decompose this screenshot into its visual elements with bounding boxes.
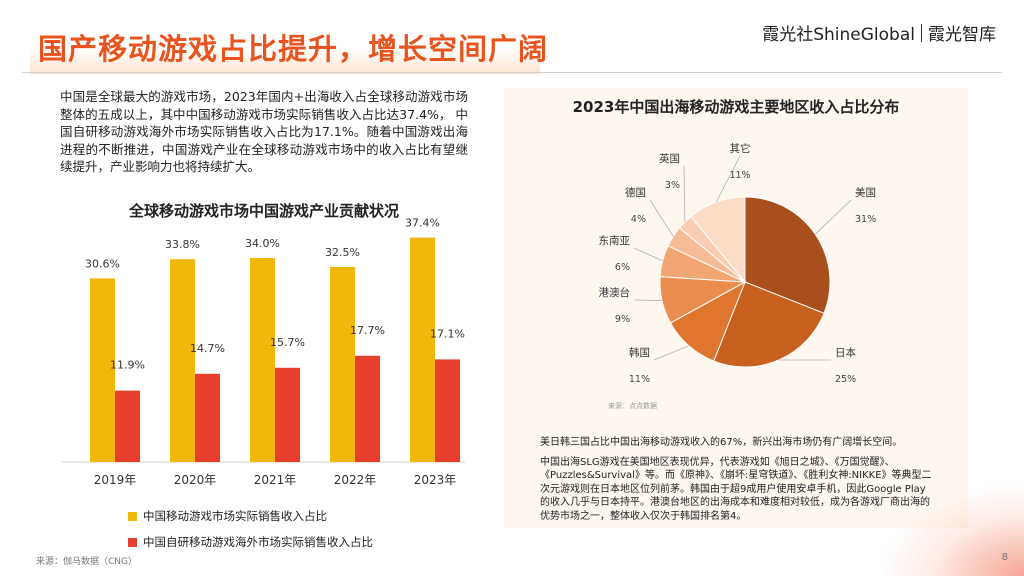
- header-divider: [22, 72, 1002, 73]
- bar-data-label: 37.4%: [405, 217, 440, 230]
- pie-leader-line: [683, 165, 686, 222]
- legend-label-overseas: 中国自研移动游戏海外市场实际销售收入占比: [143, 535, 373, 549]
- pie-leader-line: [653, 345, 689, 361]
- legend-swatch-overseas: [128, 537, 137, 547]
- page-title: 国产移动游戏占比提升，增长空间广阔: [38, 32, 549, 66]
- x-tick-label: 2023年: [414, 473, 457, 487]
- legend-item-domestic: 中国移动游戏市场实际销售收入占比: [128, 508, 327, 524]
- bar-data-label: 15.7%: [270, 336, 305, 349]
- bar-data-label: 30.6%: [85, 257, 120, 270]
- x-tick-label: 2020年: [174, 473, 217, 487]
- bar-overseas: [435, 359, 460, 462]
- bar-domestic: [170, 259, 195, 462]
- pie-slice-label: 日本: [835, 346, 856, 359]
- brand-divider: [921, 23, 922, 42]
- pie-notes: 美日韩三国占比中国出海移动游戏收入的67%，新兴出海市场仍有广阔增长空间。 中国…: [540, 436, 932, 529]
- footer-source: 来源：伽马数据（CNG）: [36, 557, 137, 567]
- corner-decoration: [884, 486, 1024, 576]
- bar-overseas: [275, 367, 300, 462]
- pie-slice-label: 港澳台: [599, 286, 631, 299]
- bar-domestic: [410, 237, 435, 462]
- bar-overseas: [195, 373, 220, 462]
- notes-detail: 中国出海SLG游戏在美国地区表现优异，代表游戏如《旭日之城》、《万国觉醒》、《P…: [540, 456, 932, 522]
- bar-domestic: [90, 278, 115, 462]
- x-tick-label: 2022年: [334, 473, 377, 487]
- pie-slice-label: 德国: [625, 186, 646, 199]
- pie-value-label: 9%: [615, 314, 630, 325]
- legend-swatch-domestic: [128, 511, 137, 521]
- bar-data-label: 17.7%: [350, 324, 385, 337]
- pie-source: 来源：点点数据: [608, 402, 657, 410]
- pie-slice-label: 东南亚: [599, 234, 631, 247]
- pie-slice-label: 韩国: [629, 346, 650, 359]
- legend-label-domestic: 中国移动游戏市场实际销售收入占比: [143, 509, 327, 523]
- bar-domestic: [250, 258, 275, 462]
- pie-value-label: 25%: [835, 374, 856, 385]
- title-highlight: [30, 26, 540, 74]
- bar-data-label: 11.9%: [110, 359, 145, 372]
- pie-value-label: 6%: [615, 262, 630, 273]
- pie-slice-label: 英国: [659, 152, 680, 165]
- pie-value-label: 11%: [729, 170, 750, 181]
- bar-data-label: 17.1%: [430, 327, 465, 340]
- bar-overseas: [355, 355, 380, 462]
- pie-leader-line: [633, 247, 663, 262]
- pie-leader-line: [715, 155, 741, 203]
- pie-leader-line: [649, 199, 674, 237]
- bar-data-label: 14.7%: [190, 342, 225, 355]
- legend-item-overseas: 中国自研移动游戏海外市场实际销售收入占比: [128, 534, 373, 550]
- pie-value-label: 11%: [629, 374, 650, 385]
- x-tick-label: 2019年: [94, 473, 137, 487]
- bar-data-label: 33.8%: [165, 238, 200, 251]
- bar-domestic: [330, 267, 355, 462]
- brand-shineglobal: 霞光社ShineGlobal: [762, 25, 915, 45]
- pie-leader-line: [633, 299, 663, 301]
- pie-value-label: 31%: [855, 214, 876, 225]
- pie-slice-label: 美国: [855, 186, 876, 199]
- pie-slice: [713, 281, 825, 368]
- page-number: 8: [1001, 552, 1008, 563]
- intro-paragraph: 中国是全球最大的游戏市场，2023年国内+出海收入占全球移动游戏市场整体的五成以…: [60, 89, 468, 174]
- bar-data-label: 34.0%: [245, 237, 280, 250]
- pie-value-label: 4%: [631, 214, 646, 225]
- notes-summary: 美日韩三国占比中国出海移动游戏收入的67%，新兴出海市场仍有广阔增长空间。: [540, 437, 903, 448]
- pie-slice-label: 其它: [730, 142, 751, 155]
- pie-leader-line: [815, 199, 852, 235]
- bar-chart-title: 全球移动游戏市场中国游戏产业贡献状况: [128, 202, 399, 220]
- bar-data-label: 32.5%: [325, 246, 360, 259]
- pie-value-label: 3%: [665, 180, 680, 191]
- brand-think-tank: 霞光智库: [928, 25, 996, 45]
- pie-chart-title: 2023年中国出海移动游戏主要地区收入占比分布: [572, 98, 900, 116]
- x-tick-label: 2021年: [254, 473, 297, 487]
- bar-overseas: [115, 390, 140, 462]
- brand-logo: 霞光社ShineGlobal 霞光智库: [762, 20, 996, 45]
